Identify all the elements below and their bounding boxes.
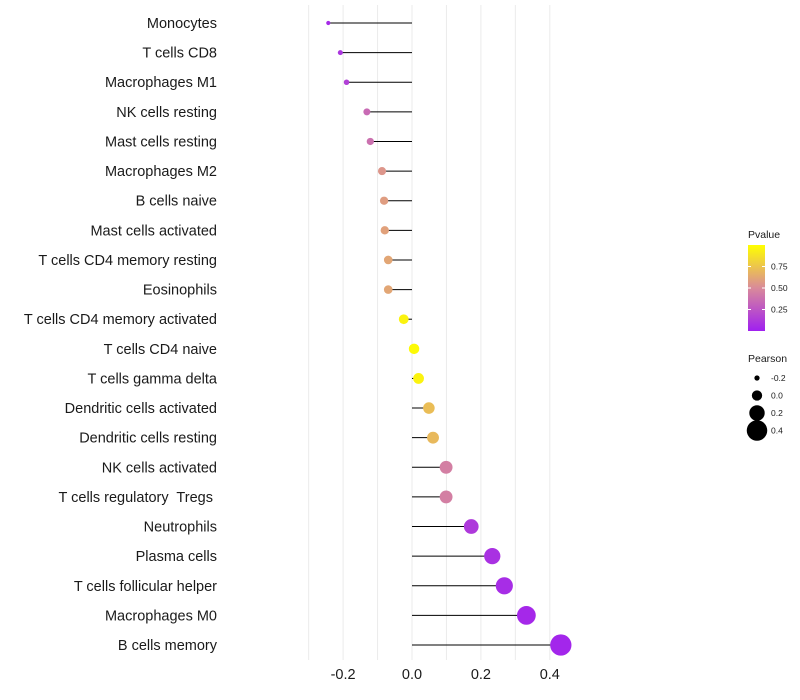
size-legend-label: 0.4: [771, 426, 783, 436]
x-tick-label: 0.4: [540, 667, 560, 683]
lollipop-point: [413, 373, 424, 384]
category-label: Eosinophils: [143, 283, 217, 299]
lollipop-stems: [328, 22, 561, 646]
lollipop-point: [379, 196, 389, 205]
lollipop-point: [326, 20, 331, 26]
size-legend-label: -0.2: [771, 373, 786, 383]
lollipop-point: [377, 167, 387, 176]
colorbar-tick-label: 0.75: [771, 262, 788, 272]
pearson-legend-title: Pearson: [748, 353, 787, 365]
lollipop-point: [343, 79, 350, 85]
lollipop-point: [516, 606, 536, 625]
size-legend-dot: [754, 375, 760, 381]
category-label: Neutrophils: [144, 520, 217, 536]
category-label: T cells gamma delta: [88, 371, 218, 387]
lollipop-point: [408, 343, 420, 355]
grid-lines: [308, 5, 551, 660]
category-label: T cells follicular helper: [74, 579, 217, 595]
category-label: T cells CD4 memory activated: [24, 312, 217, 328]
lollipop-point: [366, 137, 374, 146]
size-legend-dot: [749, 405, 765, 421]
category-label: T cells CD8: [142, 46, 217, 62]
category-label: Monocytes: [147, 16, 217, 32]
lollipop-point: [463, 519, 479, 534]
category-label: T cells CD4 naive: [104, 342, 217, 358]
pearson-legend: Pearson -0.2 0.0 0.2 0.4: [746, 353, 787, 441]
lollipop-point: [383, 255, 393, 265]
category-label: B cells naive: [136, 194, 217, 210]
category-label: Plasma cells: [136, 549, 217, 565]
category-label: NK cells resting: [116, 105, 217, 121]
lollipop-point: [495, 577, 513, 595]
pvalue-colorbar: [748, 245, 765, 331]
lollipop-point: [484, 548, 501, 565]
lollipop-point: [427, 431, 439, 444]
x-tick-label: -0.2: [331, 667, 356, 683]
size-legend-dot: [746, 420, 768, 441]
category-label: Macrophages M2: [105, 164, 217, 180]
lollipop-point: [423, 402, 435, 414]
x-tick-label: 0.0: [402, 667, 422, 683]
lollipop-point: [439, 490, 453, 504]
lollipop-point: [337, 50, 343, 56]
lollipop-points: [326, 20, 572, 656]
lollipop-point: [380, 226, 389, 235]
x-tick-label: 0.2: [471, 667, 491, 683]
category-label: Dendritic cells resting: [79, 431, 217, 447]
pvalue-legend-title: Pvalue: [748, 229, 780, 241]
category-label: Dendritic cells activated: [65, 401, 217, 417]
category-label: B cells memory: [118, 638, 218, 654]
category-label: T cells CD4 memory resting: [38, 253, 217, 269]
size-legend-label: 0.0: [771, 391, 783, 401]
x-axis-ticks: -0.2 0.0 0.2 0.4: [331, 667, 560, 683]
colorbar-tick-label: 0.50: [771, 283, 788, 293]
category-labels: Monocytes T cells CD8 Macrophages M1 NK cel…: [24, 16, 218, 654]
size-legend-label: 0.2: [771, 408, 783, 418]
category-label: T cells regulatory Tregs: [59, 490, 218, 506]
size-legend-dot: [751, 390, 763, 401]
lollipop-point: [398, 314, 409, 325]
lollipop-point: [363, 108, 371, 116]
category-label: Mast cells activated: [90, 223, 217, 239]
lollipop-point: [383, 285, 393, 294]
colorbar-tick-label: 0.25: [771, 305, 788, 315]
lollipop-point: [439, 460, 453, 474]
category-label: NK cells activated: [102, 460, 217, 476]
category-label: Macrophages M1: [105, 75, 217, 91]
category-label: Macrophages M0: [105, 608, 217, 624]
lollipop-point: [550, 634, 572, 656]
pvalue-legend: Pvalue 0.25 0.50 0.75: [748, 229, 788, 331]
category-label: Mast cells resting: [105, 134, 217, 150]
